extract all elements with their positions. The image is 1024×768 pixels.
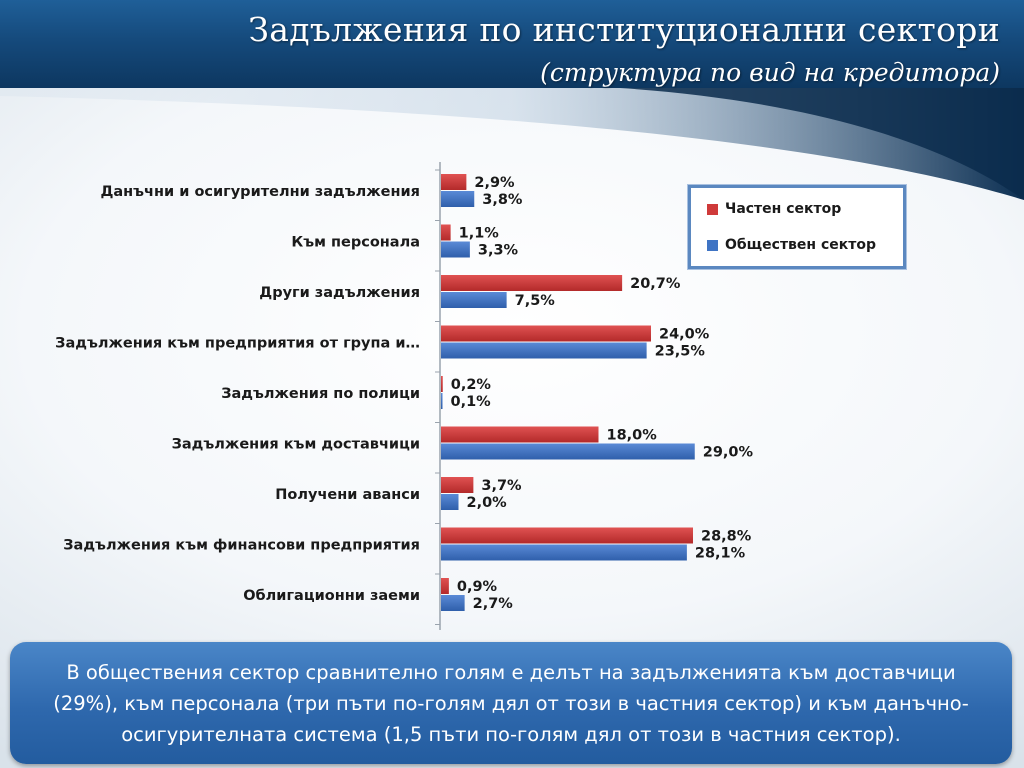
data-label-private: 2,9% <box>474 175 515 191</box>
data-label-public: 2,7% <box>473 596 514 612</box>
legend-item-private: Частен сектор <box>707 201 841 217</box>
legend-label-private: Частен сектор <box>725 201 842 217</box>
header-band <box>0 0 1024 88</box>
bar-private <box>441 477 474 493</box>
bar-private <box>441 174 467 190</box>
data-label-public: 29,0% <box>703 445 754 461</box>
bar-public <box>441 292 507 308</box>
data-label-public: 7,5% <box>515 293 556 309</box>
legend-label-public: Обществен сектор <box>725 237 877 253</box>
bar-private <box>441 325 651 342</box>
data-label-public: 23,5% <box>655 344 706 360</box>
summary-note-text: В обществения сектор сравнително голям е… <box>53 660 969 746</box>
bar-private <box>441 376 443 392</box>
data-label-public: 3,8% <box>482 192 523 208</box>
data-label-private: 18,0% <box>607 428 658 444</box>
data-label-public: 0,1% <box>451 394 492 410</box>
data-label-private: 3,7% <box>481 478 522 494</box>
category-label: Облигационни заеми <box>243 588 420 604</box>
slide-title: Задължения по институционални сектори <box>248 10 1000 49</box>
data-label-public: 2,0% <box>467 495 508 511</box>
category-label: Други задължения <box>259 285 420 301</box>
category-label: Получени аванси <box>275 487 420 503</box>
header-swoosh <box>0 88 1024 200</box>
data-label-private: 0,9% <box>457 579 498 595</box>
legend-swatch-private <box>707 203 718 215</box>
data-label-private: 0,2% <box>451 377 492 393</box>
bar-public <box>441 544 687 561</box>
data-label-private: 20,7% <box>630 276 681 292</box>
bar-private <box>441 527 693 544</box>
bar-public <box>441 595 465 611</box>
chart-legend: Частен сектор Обществен сектор <box>688 185 906 269</box>
data-label-public: 3,3% <box>478 243 519 259</box>
legend-item-public: Обществен сектор <box>707 237 876 253</box>
bar-private <box>441 426 599 443</box>
bar-public <box>441 494 459 510</box>
category-label: Към персонала <box>291 235 420 251</box>
bar-chart: Данъчни и осигурителни задължения 2,9%3,8… <box>55 162 754 630</box>
data-label-private: 24,0% <box>659 327 710 343</box>
legend-swatch-public <box>707 239 718 251</box>
category-label: Задължения към предприятия от група и… <box>55 336 420 352</box>
slide-subtitle: (структура по вид на кредитора) <box>540 58 1000 87</box>
category-label: Задължения по полици <box>221 386 420 402</box>
data-label-private: 1,1% <box>459 226 500 242</box>
bar-public <box>441 393 443 409</box>
bar-public <box>441 191 475 207</box>
data-label-private: 28,8% <box>701 529 752 545</box>
bar-private <box>441 224 451 241</box>
bar-public <box>441 342 647 359</box>
summary-note: В обществения сектор сравнително голям е… <box>10 642 1012 764</box>
bar-private <box>441 275 623 291</box>
bar-public <box>441 241 470 258</box>
category-label: Задължения към доставчици <box>172 437 420 453</box>
category-label: Задължения към финансови предприятия <box>63 538 420 554</box>
data-label-public: 28,1% <box>695 546 746 562</box>
bar-public <box>441 443 695 460</box>
category-label: Данъчни и осигурителни задължения <box>100 184 420 200</box>
bar-private <box>441 578 449 594</box>
